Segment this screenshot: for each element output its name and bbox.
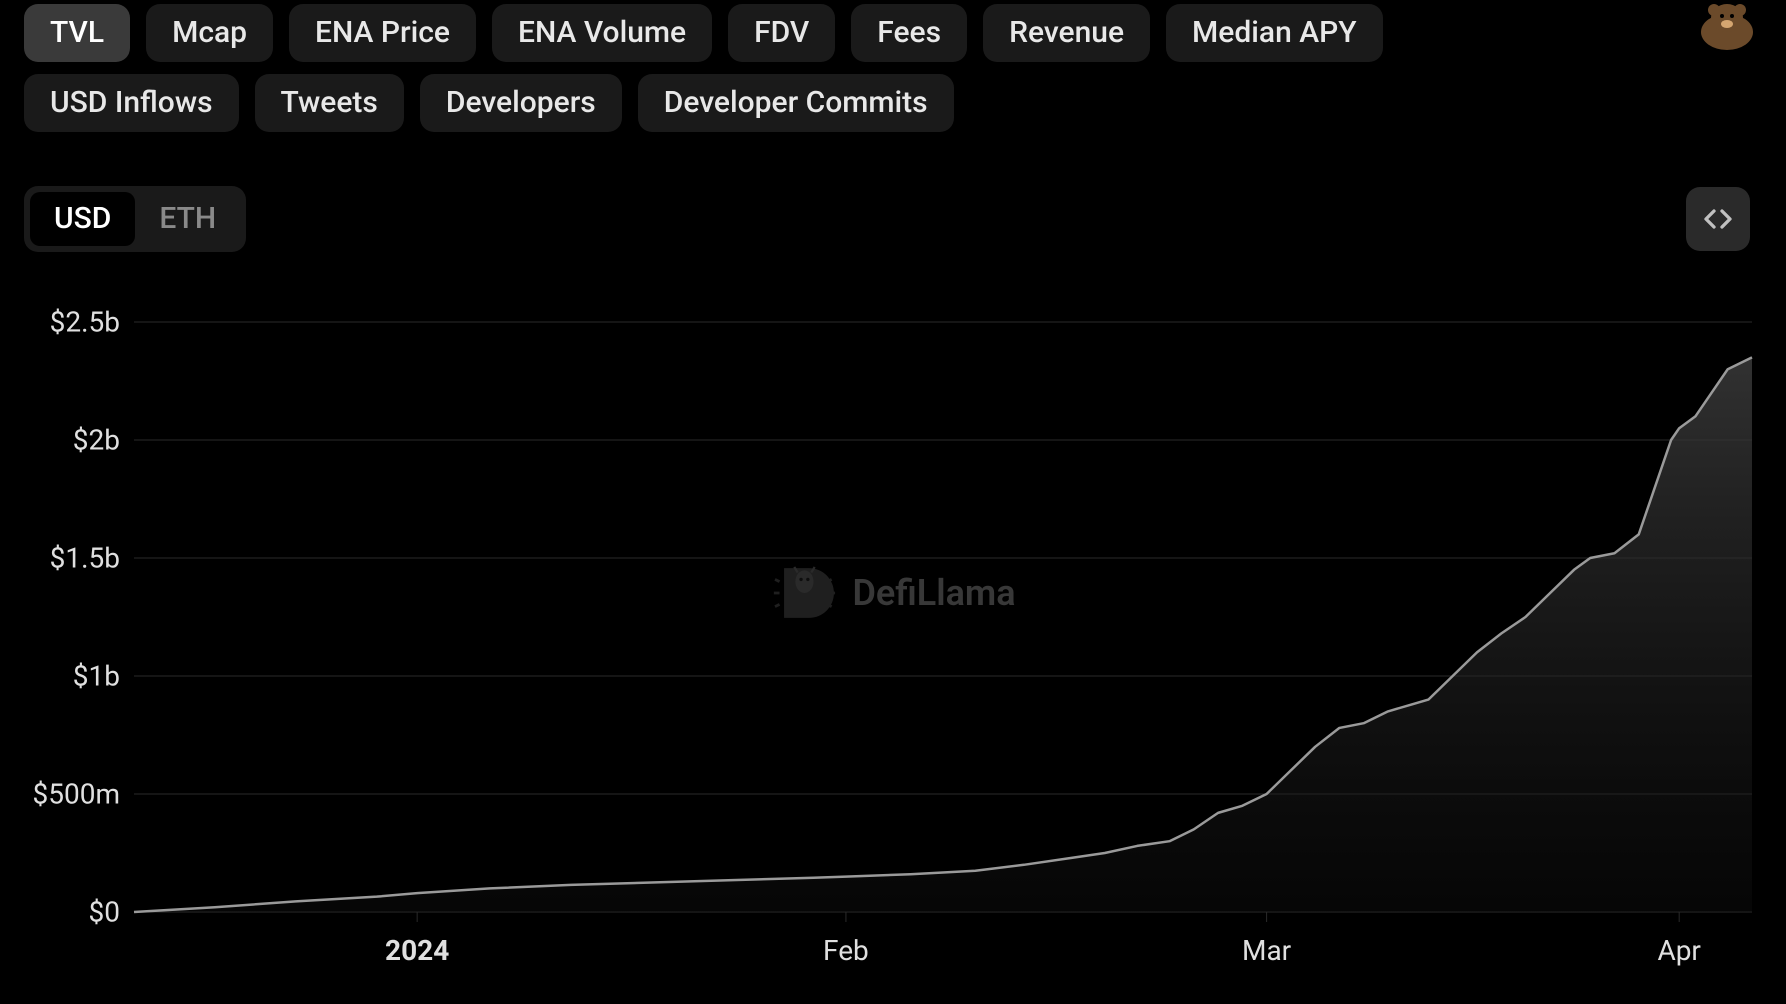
- tab-revenue[interactable]: Revenue: [983, 4, 1150, 62]
- y-axis-label: $500m: [33, 778, 121, 811]
- currency-eth[interactable]: ETH: [135, 192, 240, 246]
- tab-ena_price[interactable]: ENA Price: [289, 4, 476, 62]
- tab-fees[interactable]: Fees: [851, 4, 967, 62]
- tab-tvl[interactable]: TVL: [24, 4, 130, 62]
- metric-tabs-row-1: TVL Mcap ENA Price ENA Volume FDV Fees Revenue…: [24, 4, 1762, 62]
- chart-area-fill: [134, 357, 1752, 912]
- y-axis-label: $2.5b: [50, 306, 120, 339]
- currency-usd[interactable]: USD: [30, 192, 135, 246]
- x-axis-label: Mar: [1242, 934, 1291, 967]
- tab-mcap[interactable]: Mcap: [146, 4, 273, 62]
- tab-dev_commits[interactable]: Developer Commits: [638, 74, 954, 132]
- tab-tweets[interactable]: Tweets: [255, 74, 404, 132]
- embed-button[interactable]: [1686, 187, 1750, 251]
- tvl-chart[interactable]: DefiLlama $0$500m$1b$1.5b$2b$2.5b2024Feb…: [24, 312, 1762, 982]
- code-icon: [1702, 203, 1734, 235]
- tab-usd_inflows[interactable]: USD Inflows: [24, 74, 239, 132]
- tab-ena_volume[interactable]: ENA Volume: [492, 4, 712, 62]
- currency-row: USDETH: [24, 186, 1762, 252]
- metric-tabs-row-2: USD Inflows Tweets Developers Developer Com…: [24, 74, 1762, 132]
- y-axis-label: $0: [89, 896, 120, 929]
- currency-toggle: USDETH: [24, 186, 246, 252]
- x-axis-label: 2024: [385, 934, 449, 967]
- y-axis-label: $1.5b: [50, 542, 120, 575]
- y-axis-label: $2b: [73, 424, 120, 457]
- mascot-icon: [1692, 0, 1762, 50]
- x-axis-label: Feb: [823, 934, 869, 967]
- tab-developers[interactable]: Developers: [420, 74, 622, 132]
- y-axis-label: $1b: [73, 660, 120, 693]
- x-axis-label: Apr: [1657, 934, 1700, 967]
- tab-fdv[interactable]: FDV: [728, 4, 835, 62]
- tab-median_apy[interactable]: Median APY: [1166, 4, 1383, 62]
